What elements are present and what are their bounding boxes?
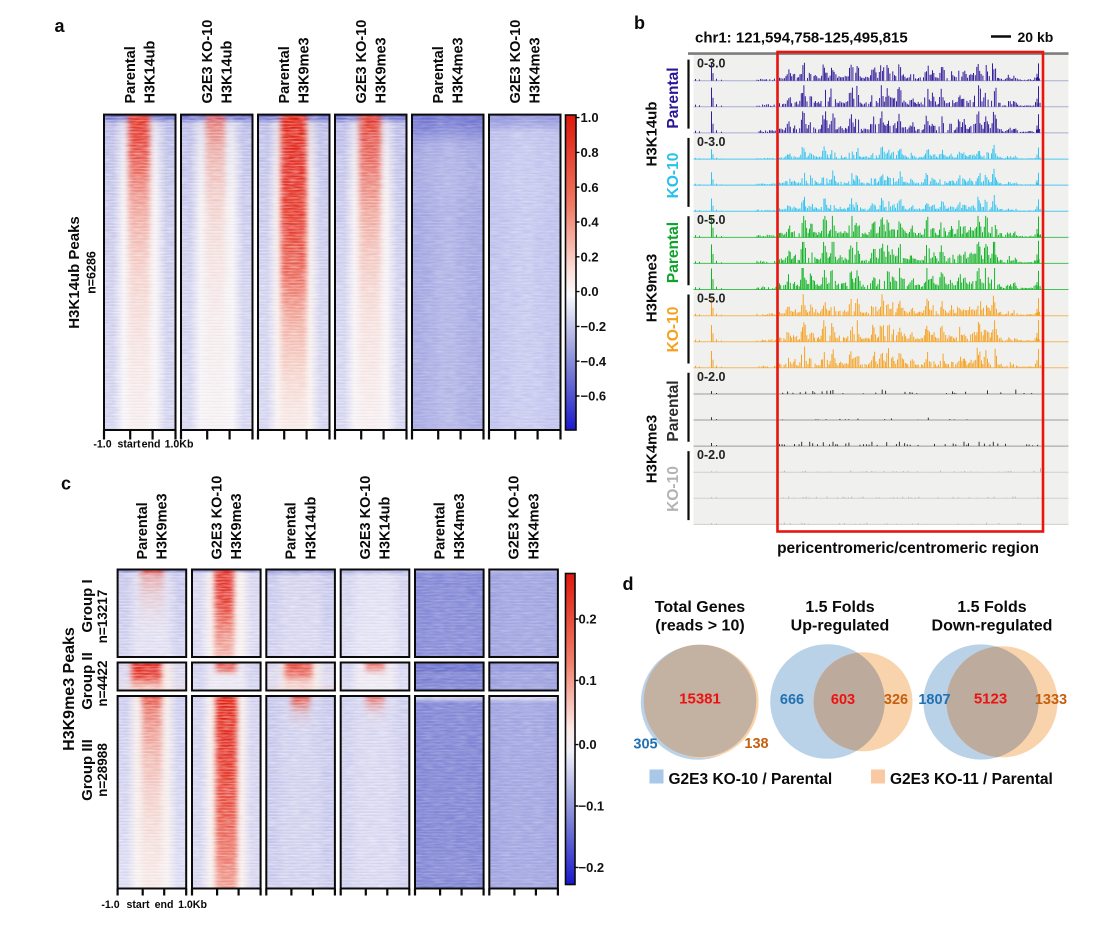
- svg-text:0-3.0: 0-3.0: [697, 135, 726, 149]
- svg-text:H3K4me3: H3K4me3: [450, 37, 466, 103]
- svg-text:end: end: [155, 899, 174, 911]
- svg-text:0.1: 0.1: [579, 673, 597, 688]
- svg-text:G2E3 KO-10: G2E3 KO-10: [358, 476, 374, 560]
- svg-text:0-2.0: 0-2.0: [697, 370, 726, 384]
- svg-text:n=13217: n=13217: [95, 590, 110, 644]
- svg-text:Parental: Parental: [135, 502, 151, 559]
- svg-text:H3K9me3: H3K9me3: [155, 493, 171, 559]
- svg-text:1.5 Folds: 1.5 Folds: [805, 599, 874, 616]
- svg-text:0-5.0: 0-5.0: [697, 292, 726, 306]
- svg-text:−0.6: −0.6: [581, 389, 607, 404]
- svg-text:Group I: Group I: [79, 579, 96, 632]
- svg-text:H3K4me3: H3K4me3: [644, 415, 661, 483]
- svg-text:start: start: [118, 439, 141, 451]
- svg-text:1.5 Folds: 1.5 Folds: [957, 599, 1026, 616]
- svg-text:-1.0: -1.0: [93, 439, 111, 451]
- svg-text:-1.0: -1.0: [101, 899, 119, 911]
- svg-text:H3K9me3: H3K9me3: [296, 37, 312, 103]
- svg-text:a: a: [55, 16, 66, 36]
- svg-text:G2E3 KO-10: G2E3 KO-10: [209, 476, 225, 560]
- svg-text:−0.2: −0.2: [579, 860, 605, 875]
- svg-text:1807: 1807: [918, 692, 950, 708]
- svg-text:Down-regulated: Down-regulated: [932, 618, 1053, 635]
- svg-text:G2E3 KO-10 / Parental: G2E3 KO-10 / Parental: [669, 771, 833, 788]
- svg-text:0.2: 0.2: [581, 249, 599, 264]
- svg-text:d: d: [623, 574, 634, 594]
- svg-text:−0.2: −0.2: [581, 319, 607, 334]
- svg-text:0.8: 0.8: [581, 145, 599, 160]
- svg-text:15381: 15381: [679, 691, 721, 708]
- svg-text:Total Genes: Total Genes: [655, 599, 745, 616]
- svg-text:Parental: Parental: [665, 380, 682, 441]
- svg-text:Parental: Parental: [665, 222, 682, 283]
- svg-text:H3K9me3: H3K9me3: [373, 37, 389, 103]
- svg-text:H3K14ub: H3K14ub: [303, 497, 319, 560]
- svg-text:H3K14ub: H3K14ub: [644, 101, 661, 166]
- svg-text:n=6286: n=6286: [85, 251, 99, 294]
- svg-text:(reads > 10): (reads > 10): [655, 618, 744, 635]
- svg-text:H3K14ub: H3K14ub: [219, 41, 235, 104]
- svg-text:G2E3 KO-10: G2E3 KO-10: [507, 476, 523, 560]
- svg-text:Parental: Parental: [284, 502, 300, 559]
- svg-text:Parental: Parental: [277, 46, 293, 103]
- svg-text:Group III: Group III: [79, 739, 96, 801]
- svg-text:305: 305: [633, 737, 657, 753]
- svg-text:0.6: 0.6: [581, 180, 599, 195]
- svg-text:1.0Kb: 1.0Kb: [178, 899, 207, 911]
- svg-text:0.0: 0.0: [579, 737, 597, 752]
- svg-text:Parental: Parental: [123, 46, 139, 103]
- svg-text:0.2: 0.2: [579, 612, 597, 627]
- svg-text:Parental: Parental: [432, 502, 448, 559]
- svg-text:b: b: [634, 13, 645, 33]
- svg-text:H3K4me3: H3K4me3: [452, 493, 468, 559]
- svg-text:Up-regulated: Up-regulated: [791, 618, 890, 635]
- svg-text:pericentromeric/centromeric re: pericentromeric/centromeric region: [777, 540, 1039, 557]
- svg-text:KO-10: KO-10: [665, 307, 682, 353]
- svg-text:G2E3 KO-11 / Parental: G2E3 KO-11 / Parental: [890, 771, 1053, 788]
- svg-text:H3K14ub Peaks: H3K14ub Peaks: [66, 216, 83, 329]
- svg-text:1.0: 1.0: [581, 110, 599, 125]
- svg-text:0-3.0: 0-3.0: [697, 57, 726, 71]
- svg-text:H3K9me3: H3K9me3: [229, 493, 245, 559]
- svg-text:603: 603: [831, 692, 855, 708]
- svg-text:1333: 1333: [1035, 692, 1067, 708]
- svg-text:H3K9me3 Peaks: H3K9me3 Peaks: [61, 627, 78, 751]
- svg-text:1.0Kb: 1.0Kb: [165, 439, 194, 451]
- svg-text:H3K4me3: H3K4me3: [527, 37, 543, 103]
- svg-text:n=28988: n=28988: [95, 743, 110, 797]
- svg-text:G2E3 KO-10: G2E3 KO-10: [200, 20, 216, 104]
- svg-text:0.4: 0.4: [581, 215, 600, 230]
- svg-text:138: 138: [744, 736, 768, 752]
- svg-text:end: end: [142, 439, 161, 451]
- svg-text:H3K14ub: H3K14ub: [378, 497, 394, 560]
- svg-text:0.0: 0.0: [581, 284, 599, 299]
- svg-text:0-2.0: 0-2.0: [697, 448, 726, 462]
- svg-text:326: 326: [884, 692, 908, 708]
- svg-text:−0.4: −0.4: [581, 354, 607, 369]
- svg-text:n=4422: n=4422: [95, 660, 110, 706]
- svg-text:start: start: [127, 899, 150, 911]
- svg-text:666: 666: [780, 692, 804, 708]
- svg-text:H3K9me3: H3K9me3: [644, 254, 661, 322]
- svg-text:chr1: 121,594,758-125,495,815: chr1: 121,594,758-125,495,815: [695, 30, 908, 47]
- svg-text:Parental: Parental: [431, 46, 447, 103]
- svg-text:c: c: [61, 474, 71, 494]
- svg-text:0-5.0: 0-5.0: [697, 213, 726, 227]
- svg-text:KO-10: KO-10: [665, 466, 682, 512]
- svg-text:G2E3 KO-10: G2E3 KO-10: [354, 20, 370, 104]
- svg-text:20 kb: 20 kb: [1018, 29, 1054, 45]
- svg-text:Parental: Parental: [665, 67, 682, 128]
- svg-text:−0.1: −0.1: [579, 799, 605, 814]
- svg-text:H3K14ub: H3K14ub: [142, 41, 158, 104]
- svg-text:5123: 5123: [974, 691, 1007, 708]
- svg-text:Group II: Group II: [79, 652, 96, 710]
- svg-text:H3K4me3: H3K4me3: [526, 493, 542, 559]
- svg-text:G2E3 KO-10: G2E3 KO-10: [508, 20, 524, 104]
- svg-text:KO-10: KO-10: [665, 153, 682, 199]
